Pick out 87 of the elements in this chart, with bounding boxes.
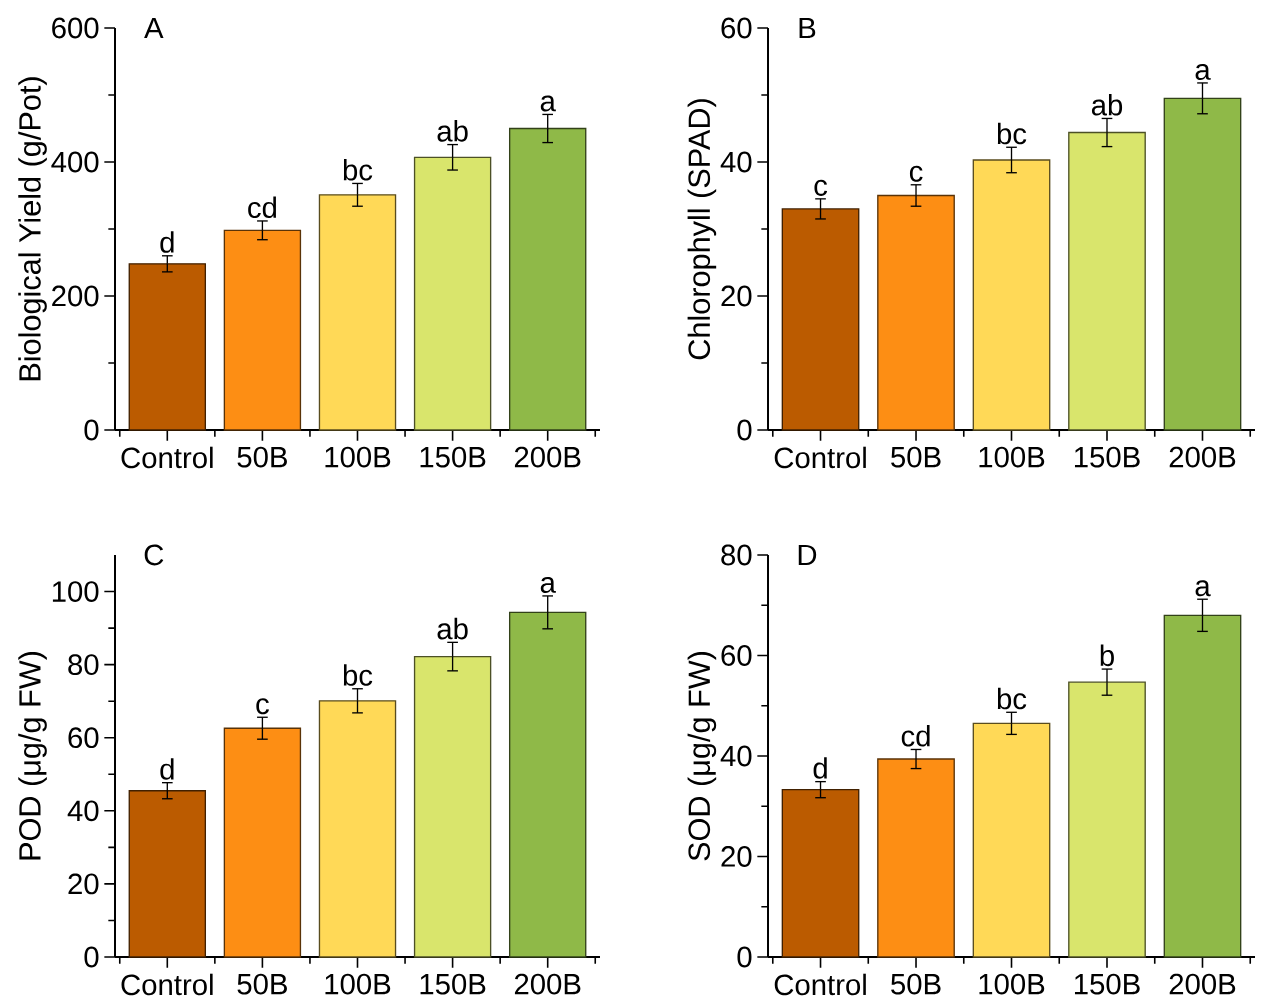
bar <box>972 159 1051 431</box>
bar <box>877 758 955 958</box>
x-tick-label: 50B <box>891 973 941 995</box>
y-tick-label: 0 <box>737 946 752 968</box>
chart-title: B <box>799 17 816 39</box>
x-tick-label: 150B <box>420 973 486 995</box>
bar <box>972 722 1051 958</box>
y-tick-label: 80 <box>68 654 99 676</box>
annotation: bc <box>343 664 373 686</box>
x-tick-label: 200B <box>1169 973 1236 995</box>
annotation: a <box>540 95 556 112</box>
x-tick-label: Control <box>774 446 866 469</box>
annotation: ab <box>1091 93 1123 116</box>
y-tick-label: 200 <box>52 285 99 307</box>
annotation: cd <box>248 196 277 219</box>
y-tick-label: 40 <box>67 800 99 822</box>
chart-title: C <box>144 544 164 566</box>
bar <box>223 229 302 431</box>
x-tick-label: 50B <box>891 446 941 468</box>
bar <box>508 127 587 431</box>
chart-title: D <box>798 544 817 566</box>
annotation: bc <box>997 687 1027 710</box>
x-tick-label: Control <box>774 973 866 996</box>
y-tick-label: 0 <box>737 419 752 441</box>
y-tick-label: 20 <box>721 846 752 867</box>
x-tick-label: 50B <box>237 446 287 468</box>
y-tick-label: 400 <box>51 151 99 173</box>
bar <box>1163 97 1242 431</box>
annotation: a <box>540 576 556 593</box>
chart-title: A <box>144 17 164 39</box>
y-tick-label: 0 <box>84 419 99 441</box>
x-tick-label: 150B <box>1074 446 1140 468</box>
y-tick-label: 20 <box>721 285 752 307</box>
bar <box>223 727 302 958</box>
bar <box>781 208 860 431</box>
y-tick-label: 100 <box>52 581 99 602</box>
bar <box>318 700 397 958</box>
bar <box>413 156 492 431</box>
y-axis-title: Chlorophyll (SPAD) <box>687 99 717 360</box>
x-tick-label: 150B <box>420 446 486 468</box>
y-tick-label: 20 <box>68 873 99 895</box>
y-tick-label: 60 <box>721 645 752 666</box>
x-tick-label: Control <box>121 973 213 996</box>
y-axis-title: POD (μg/g FW) <box>18 651 47 860</box>
y-tick-label: 60 <box>721 17 752 39</box>
annotation: b <box>1100 644 1114 667</box>
x-tick-label: 200B <box>1169 446 1236 468</box>
annotation: a <box>1195 63 1211 81</box>
annotation: d <box>160 231 174 253</box>
x-tick-label: 200B <box>514 973 581 995</box>
y-tick-label: 40 <box>720 151 752 173</box>
x-tick-label: 200B <box>514 446 581 468</box>
annotation: ab <box>437 120 468 142</box>
bar <box>1068 681 1146 958</box>
y-axis-title: SOD (μg/g FW) <box>687 651 717 861</box>
annotation: c <box>909 165 923 182</box>
annotation: ab <box>437 617 468 640</box>
x-tick-label: Control <box>121 446 213 469</box>
annotation: c <box>256 698 269 715</box>
annotation: cd <box>901 724 930 747</box>
bar <box>1163 614 1242 958</box>
annotation: c <box>814 179 828 196</box>
y-tick-label: 80 <box>721 544 752 566</box>
x-tick-label: 100B <box>979 973 1045 995</box>
annotation: d <box>160 758 174 780</box>
bar <box>413 655 492 958</box>
bar <box>1068 131 1146 431</box>
bar <box>781 789 860 958</box>
bar <box>128 790 207 958</box>
bar <box>128 263 207 431</box>
x-tick-label: 150B <box>1074 973 1140 995</box>
y-tick-label: 0 <box>84 946 99 968</box>
y-axis-title: Biological Yield (g/Pot) <box>18 77 47 381</box>
bar <box>508 611 587 958</box>
bar <box>318 194 397 431</box>
annotation: bc <box>343 158 373 181</box>
annotation: a <box>1195 580 1211 597</box>
x-tick-label: 100B <box>979 446 1045 468</box>
y-tick-label: 40 <box>720 745 752 767</box>
x-tick-label: 100B <box>325 973 391 995</box>
annotation: bc <box>997 122 1027 145</box>
x-tick-label: 50B <box>237 973 287 995</box>
annotation: d <box>813 757 827 779</box>
x-tick-label: 100B <box>325 446 391 468</box>
y-tick-label: 60 <box>68 727 99 749</box>
bar <box>877 194 955 431</box>
y-tick-label: 600 <box>52 17 99 39</box>
